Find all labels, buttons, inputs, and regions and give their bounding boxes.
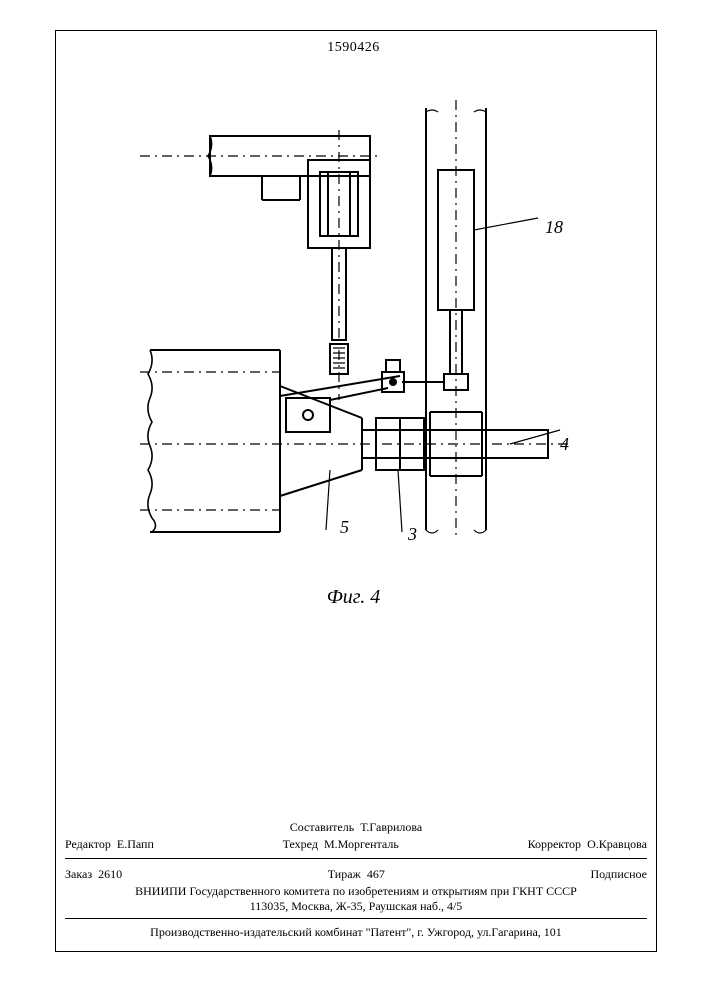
figure-label: Фиг. 4 xyxy=(0,586,707,609)
compiler-name: Т.Гаврилова xyxy=(360,820,422,834)
org-line-2: 113035, Москва, Ж-35, Раушская наб., 4/5 xyxy=(65,899,647,914)
editor-name: Е.Папп xyxy=(117,837,154,851)
footer-block: Составитель Т.Гаврилова Редактор Е.Папп … xyxy=(65,820,647,940)
order-label: Заказ xyxy=(65,867,92,881)
callout-5: 5 xyxy=(340,517,349,538)
techred-name: М.Моргенталь xyxy=(324,837,399,851)
org-line-1: ВНИИПИ Государственного комитета по изоб… xyxy=(65,884,647,899)
techred-label: Техред xyxy=(283,837,318,851)
footer-rule-2 xyxy=(65,918,647,919)
order-num: 2610 xyxy=(98,867,122,881)
compiler-label: Составитель xyxy=(290,820,354,834)
callout-3: 3 xyxy=(408,524,417,545)
figure-diagram: 18 4 5 3 xyxy=(130,100,590,570)
subscription: Подписное xyxy=(590,867,647,882)
corrector-name: О.Кравцова xyxy=(587,837,647,851)
corrector-label: Корректор xyxy=(528,837,582,851)
callout-4: 4 xyxy=(560,434,569,455)
document-number: 1590426 xyxy=(0,40,707,56)
tirazh-num: 467 xyxy=(367,867,385,881)
callout-18: 18 xyxy=(545,217,563,238)
editor-label: Редактор xyxy=(65,837,111,851)
footer-rule-1 xyxy=(65,858,647,859)
printer-line: Производственно-издательский комбинат "П… xyxy=(65,925,647,940)
tirazh-label: Тираж xyxy=(328,867,361,881)
